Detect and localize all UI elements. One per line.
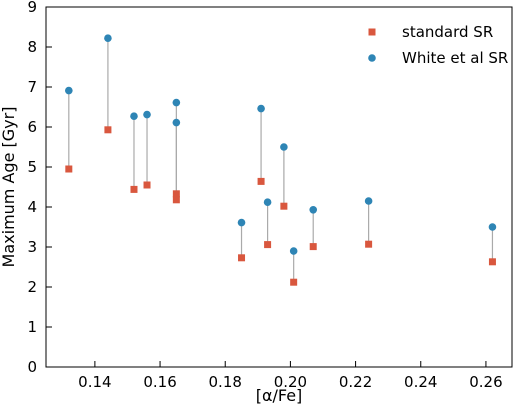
white-sr-point — [172, 118, 181, 127]
standard-sr-point — [365, 240, 373, 248]
plot-frame — [45, 6, 513, 368]
white-sr-point — [104, 34, 112, 42]
standard-sr-point — [238, 254, 246, 262]
standard-sr-point — [172, 190, 180, 198]
legend-marker-white-sr — [368, 54, 376, 62]
legend: standard SR White et al SR — [368, 23, 508, 67]
standard-sr-point — [264, 241, 272, 249]
white-sr-point — [65, 86, 73, 95]
y-tick-label: 4 — [27, 198, 37, 216]
white-sr-point — [309, 206, 318, 214]
standard-sr-point — [488, 258, 496, 266]
x-tick-label: 0.18 — [209, 373, 242, 391]
y-tick-label: 6 — [27, 118, 37, 136]
white-sr-point — [257, 104, 265, 113]
white-sr-point — [130, 112, 138, 120]
standard-sr-point — [130, 185, 138, 193]
white-sr-point — [289, 247, 298, 255]
x-tick-label: 0.16 — [143, 373, 176, 391]
white-sr-point — [237, 218, 246, 227]
y-tick-label: 7 — [27, 78, 37, 96]
standard-sr-point — [257, 177, 265, 185]
white-sr-point — [143, 110, 151, 119]
white-sr-point — [280, 143, 288, 151]
standard-sr-point — [280, 202, 288, 210]
white-sr-point — [263, 198, 272, 206]
legend-label: White et al SR — [402, 49, 508, 67]
y-tick-label: 8 — [27, 38, 37, 56]
standard-sr-point — [143, 181, 151, 189]
x-axis-label: [α/Fe] — [256, 386, 303, 405]
connector-lines — [68, 38, 494, 283]
white-sr-point — [364, 197, 373, 205]
y-tick-label: 9 — [27, 0, 37, 16]
standard-sr-point — [309, 243, 317, 251]
y-axis-label: Maximum Age [Gyr] — [0, 107, 18, 268]
standard-sr-point — [172, 196, 180, 204]
y-tick-label: 3 — [27, 238, 37, 256]
standard-sr-point — [104, 126, 112, 134]
y-tick-label: 2 — [27, 278, 37, 296]
x-tick-label: 0.24 — [404, 373, 437, 391]
standard-sr-point — [290, 278, 298, 286]
y-tick-label: 5 — [27, 158, 37, 176]
x-tick-label: 0.14 — [78, 373, 111, 391]
x-tick-label: 0.26 — [469, 373, 502, 391]
white-sr-point — [488, 223, 497, 231]
axis-ticks: 0.14 0.16 0.18 0.20 0.22 0.24 0.26 0 1 2 3 4 5 6 7 8 9 — [27, 0, 502, 391]
x-tick-label: 0.20 — [274, 373, 307, 391]
legend-label: standard SR — [402, 23, 493, 41]
white-sr-point — [172, 98, 181, 107]
standard-sr-point — [65, 165, 73, 173]
y-tick-label: 1 — [27, 318, 37, 336]
data-points — [65, 34, 497, 286]
x-tick-label: 0.22 — [339, 373, 372, 391]
y-tick-label: 0 — [27, 358, 37, 376]
legend-marker-standard-sr — [368, 28, 376, 36]
